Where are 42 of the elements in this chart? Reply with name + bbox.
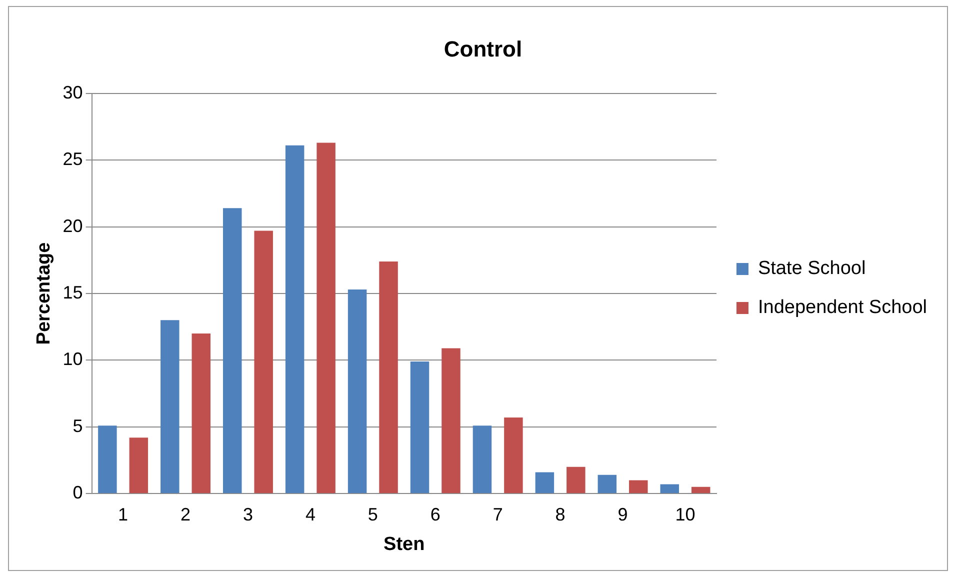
bar xyxy=(660,484,679,494)
bar xyxy=(410,362,430,494)
y-tick-label: 30 xyxy=(62,82,83,102)
legend-label: Independent School xyxy=(758,297,928,318)
bar xyxy=(129,438,148,494)
bar xyxy=(629,480,648,494)
x-tick-label: 9 xyxy=(618,504,628,524)
bar xyxy=(379,261,398,494)
bar xyxy=(316,142,336,494)
x-tick-label: 7 xyxy=(492,504,503,524)
bar xyxy=(566,466,586,494)
bar xyxy=(598,474,617,494)
y-tick-label: 20 xyxy=(62,216,83,236)
y-axis-title: Percentage xyxy=(34,242,55,345)
y-tick-label: 10 xyxy=(62,349,83,370)
bar xyxy=(192,334,211,494)
x-tick-label: 3 xyxy=(242,504,253,524)
x-axis-title: Sten xyxy=(384,534,425,555)
bar xyxy=(348,290,367,494)
x-tick-label: 4 xyxy=(305,504,316,524)
chart-title: Control xyxy=(444,36,522,62)
bar xyxy=(472,426,492,494)
bar xyxy=(98,426,117,494)
x-tick-label: 8 xyxy=(555,504,566,524)
bar xyxy=(285,145,304,494)
bar xyxy=(442,348,460,494)
legend-label: State School xyxy=(758,258,866,280)
y-tick-label: 0 xyxy=(72,482,83,503)
y-tick-label: 25 xyxy=(62,149,83,170)
y-tick-label: 15 xyxy=(62,282,83,302)
bar xyxy=(222,208,242,494)
bar xyxy=(535,472,554,494)
bar xyxy=(160,320,180,494)
x-tick-label: 6 xyxy=(430,504,440,524)
x-tick-label: 10 xyxy=(675,504,696,524)
y-tick-label: 5 xyxy=(72,416,83,436)
x-tick-label: 2 xyxy=(180,504,191,524)
bar xyxy=(254,230,273,494)
bar xyxy=(504,418,523,494)
x-tick-label: 5 xyxy=(368,504,378,524)
x-tick-label: 1 xyxy=(118,504,128,524)
bar xyxy=(691,486,710,494)
